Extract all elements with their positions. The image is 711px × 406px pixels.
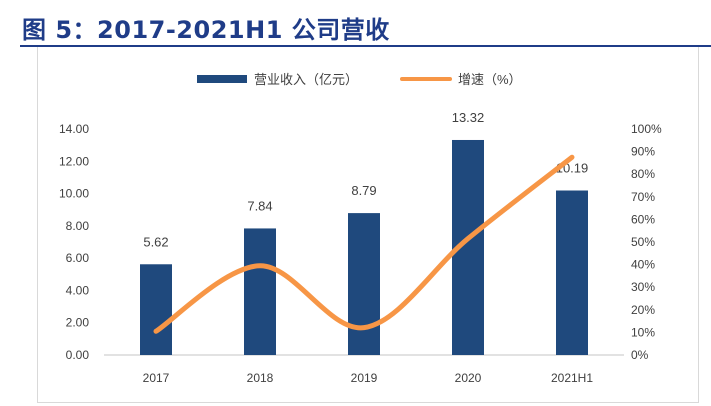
legend-swatch-revenue xyxy=(197,75,247,83)
figure-title: 图 5：2017-2021H1 公司营收 xyxy=(22,16,390,44)
left-tick-label: 0.00 xyxy=(66,348,90,362)
right-tick-label: 70% xyxy=(631,190,655,204)
right-tick-label: 40% xyxy=(631,258,655,272)
right-tick-label: 90% xyxy=(631,145,655,159)
right-tick-label: 20% xyxy=(631,303,655,317)
x-tick-label: 2017 xyxy=(143,371,170,385)
bar-2018 xyxy=(244,228,276,355)
right-tick-label: 60% xyxy=(631,212,655,226)
data-label: 13.32 xyxy=(452,110,485,125)
legend-label-revenue: 营业收入（亿元） xyxy=(254,72,358,87)
bar-2019 xyxy=(348,213,380,355)
right-tick-label: 0% xyxy=(631,348,649,362)
right-tick-label: 30% xyxy=(631,280,655,294)
bar-2021H1 xyxy=(556,190,588,355)
bar-2017 xyxy=(140,264,172,355)
data-label: 8.79 xyxy=(351,183,376,198)
x-tick-label: 2019 xyxy=(351,371,378,385)
right-tick-label: 50% xyxy=(631,235,655,249)
data-label: 5.62 xyxy=(143,234,168,249)
left-tick-label: 2.00 xyxy=(66,316,90,330)
x-tick-label: 2021H1 xyxy=(551,371,593,385)
left-tick-label: 14.00 xyxy=(59,122,89,136)
left-tick-label: 12.00 xyxy=(59,154,89,168)
right-tick-label: 10% xyxy=(631,325,655,339)
left-tick-label: 4.00 xyxy=(66,283,90,297)
left-tick-label: 6.00 xyxy=(66,251,90,265)
legend-label-growth: 增速（%） xyxy=(458,72,522,87)
title-rule xyxy=(20,45,711,47)
x-tick-label: 2018 xyxy=(247,371,274,385)
legend: 营业收入（亿元） 增速（%） xyxy=(197,72,522,87)
chart-frame xyxy=(37,47,699,403)
right-tick-label: 80% xyxy=(631,167,655,181)
left-tick-label: 10.00 xyxy=(59,187,89,201)
left-tick-label: 8.00 xyxy=(66,219,90,233)
x-tick-label: 2020 xyxy=(455,371,482,385)
right-tick-label: 100% xyxy=(631,122,662,136)
data-label: 7.84 xyxy=(247,198,272,213)
